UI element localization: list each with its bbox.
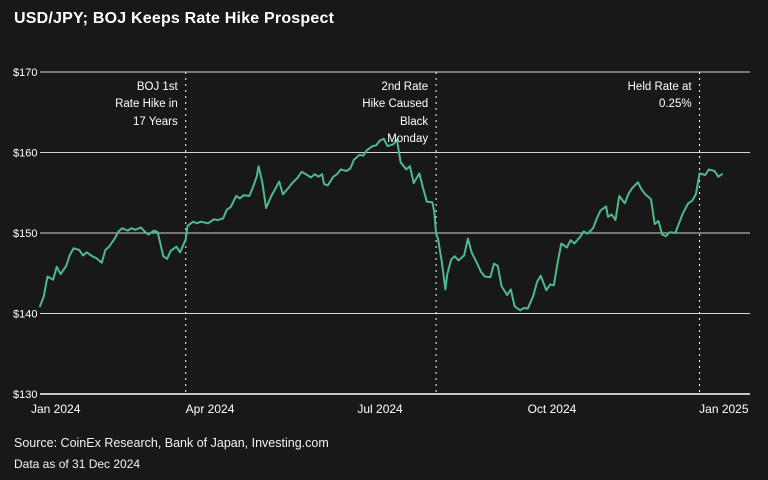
x-tick-label: Oct 2024 <box>528 402 577 416</box>
x-tick-label: Jan 2024 <box>31 402 81 416</box>
x-tick-label: Jul 2024 <box>357 402 403 416</box>
y-tick-label: $160 <box>13 148 37 160</box>
chart-title: USD/JPY; BOJ Keeps Rate Hike Prospect <box>14 10 335 27</box>
y-tick-label: $140 <box>13 309 37 321</box>
y-tick-label: $150 <box>13 228 37 240</box>
x-tick-label: Apr 2024 <box>186 402 235 416</box>
asof-note: Data as of 31 Dec 2024 <box>14 457 141 471</box>
y-tick-label: $130 <box>13 389 37 401</box>
y-tick-label: $170 <box>13 67 37 79</box>
source-note: Source: CoinEx Research, Bank of Japan, … <box>14 436 329 450</box>
usdjpy-price-line <box>39 137 723 312</box>
x-tick-label: Jan 2025 <box>699 402 749 416</box>
